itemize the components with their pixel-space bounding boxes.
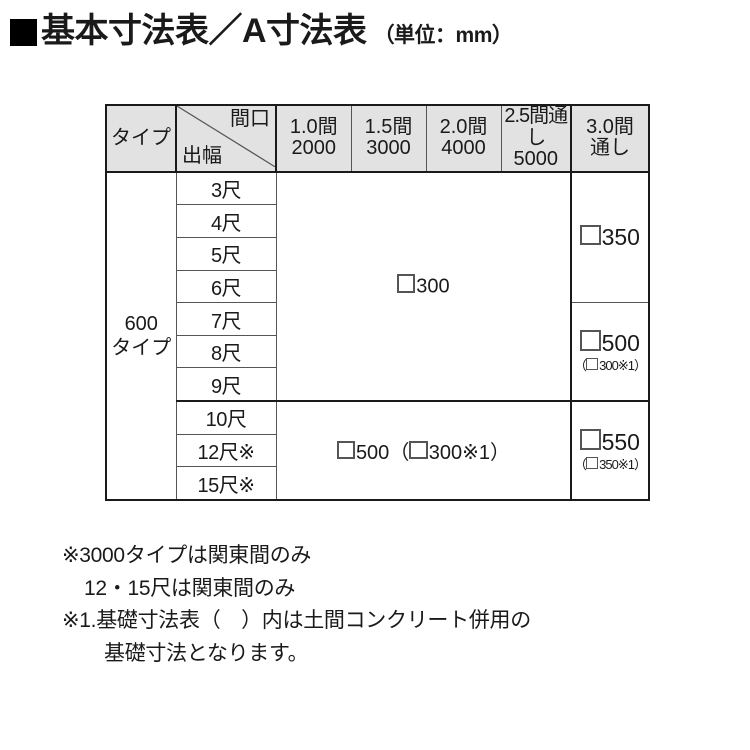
- square-symbol-icon: [396, 274, 416, 293]
- type-600-line2: タイプ: [111, 336, 172, 359]
- page-title-unit: （単位：mm）: [373, 24, 513, 47]
- header-col-1.5ken-line2: 3000: [366, 137, 411, 160]
- table-row: 10尺 500（ 300※1） 550 （350※1）: [106, 400, 650, 501]
- footnote-line-4: 基礎寸法となります。: [104, 641, 309, 665]
- depth-cell-10shaku: 10尺: [175, 400, 277, 435]
- square-symbol-icon: [580, 429, 601, 450]
- square-symbol-icon: [586, 357, 599, 370]
- footnote-line-1: ※3000タイプは関東間のみ: [62, 544, 312, 567]
- value-col3-middle-500: 500 （300※1）: [570, 302, 650, 403]
- depth-cell-7shaku: 7尺: [175, 302, 277, 336]
- value-col3-upper-350: 350: [570, 171, 650, 304]
- dimension-table: タイプ 間口 出幅 1.0間 2000 1.5間 3000: [105, 104, 650, 501]
- depth-cell-9shaku: 9尺: [175, 367, 277, 403]
- square-symbol-icon: [580, 330, 601, 351]
- value-main-upper-300: 300: [275, 171, 572, 403]
- table-row: 600 タイプ 3尺 300 350: [105, 171, 650, 501]
- header-depth-label: 出幅: [182, 145, 222, 168]
- depth-cell-8shaku: 8尺: [175, 334, 277, 369]
- table-row: 8尺: [106, 334, 649, 369]
- square-symbol-icon: [409, 440, 428, 460]
- depth-cell-15shaku: 15尺※: [175, 466, 277, 501]
- header-col-1.5ken: 1.5間 3000: [350, 104, 427, 173]
- value-col3-lower-550: 550 （350※1）: [570, 400, 650, 501]
- table-row: 4尺: [106, 204, 649, 239]
- table-row: 9尺: [106, 367, 649, 403]
- square-symbol-icon: [336, 440, 355, 460]
- header-col-3.0ken-line1: 3.0間: [586, 115, 634, 138]
- value-main-lower-500-text: 500: [355, 442, 390, 465]
- header-col-3.0ken-line2: 通し: [590, 137, 630, 160]
- header-frontage-label: 間口: [230, 108, 270, 130]
- square-symbol-icon: [586, 456, 599, 469]
- header-col-1.0ken-line2: 2000: [291, 137, 337, 160]
- table-row: 7尺 500 （300※1）: [106, 302, 650, 403]
- value-col3-middle-sub-text: 300※1: [599, 357, 635, 373]
- header-col-1.5ken-line1: 1.5間: [364, 115, 413, 138]
- header-col-2.0ken-line2: 4000: [441, 137, 486, 160]
- depth-cell-5shaku: 5尺: [175, 237, 277, 271]
- header-col-2.5ken: 2.5間通し 5000: [500, 104, 572, 173]
- value-col3-lower-sub: （350※1）: [574, 456, 647, 472]
- value-col3-lower-550-text: 550: [601, 428, 640, 455]
- header-col-2.0ken: 2.0間 4000: [425, 104, 502, 173]
- header-type-label: タイプ: [105, 104, 177, 173]
- value-col3-upper-350-text: 350: [601, 223, 640, 250]
- header-col-3.0ken: 3.0間 通し: [570, 104, 650, 173]
- footnote-line-2: 12・15尺は関東間のみ: [84, 576, 296, 600]
- value-main-lower-secondary-text: 300※1: [428, 442, 490, 465]
- header-col-2.0ken-line1: 2.0間: [439, 115, 488, 138]
- depth-cell-12shaku: 12尺※: [175, 433, 277, 468]
- header-col-2.5ken-line2: 5000: [513, 148, 559, 171]
- value-col3-lower-sub-text: 350※1: [599, 456, 635, 472]
- dimension-table-container: タイプ 間口 出幅 1.0間 2000 1.5間 3000: [105, 104, 650, 501]
- value-main-lower-500: 500（ 300※1）: [275, 400, 572, 501]
- header-type-text: タイプ: [111, 126, 171, 149]
- table-header-row: タイプ 間口 出幅 1.0間 2000 1.5間 3000: [105, 104, 650, 173]
- footnote-line-3: ※1.基礎寸法表（ ）内は土間コンクリート併用の: [62, 609, 531, 633]
- header-col-1.0ken-line1: 1.0間: [289, 115, 338, 138]
- footnotes: ※3000タイプは関東間のみ 12・15尺は関東間のみ ※1.基礎寸法表（ ）内…: [62, 540, 732, 670]
- table-row: 15尺※: [106, 466, 649, 501]
- header-diagonal-cell: 間口 出幅: [175, 104, 277, 173]
- type-600-cell: 600 タイプ: [105, 171, 177, 501]
- value-col3-middle-sub: （300※1）: [574, 357, 647, 373]
- depth-cell-4shaku: 4尺: [175, 204, 277, 239]
- value-main-lower-paren-close: ）: [489, 442, 510, 465]
- depth-cell-3shaku: 3尺: [175, 171, 277, 206]
- header-col-1.0ken: 1.0間 2000: [275, 104, 352, 173]
- value-main-lower-paren-open: （: [389, 442, 410, 465]
- page-title-text: 基本寸法表／A寸法表: [41, 12, 367, 50]
- header-col-2.5ken-line1: 2.5間通し: [504, 105, 568, 149]
- diagonal-line-icon: [177, 106, 275, 167]
- value-col3-middle-500-text: 500: [601, 329, 640, 356]
- value-main-upper-300-text: 300: [416, 275, 450, 298]
- bullet-square-icon: [10, 19, 37, 46]
- square-symbol-icon: [580, 224, 601, 246]
- type-600-line1: 600: [124, 312, 158, 335]
- page-title: 基本寸法表／A寸法表 （単位：mm）: [10, 14, 740, 48]
- depth-cell-6shaku: 6尺: [175, 269, 277, 304]
